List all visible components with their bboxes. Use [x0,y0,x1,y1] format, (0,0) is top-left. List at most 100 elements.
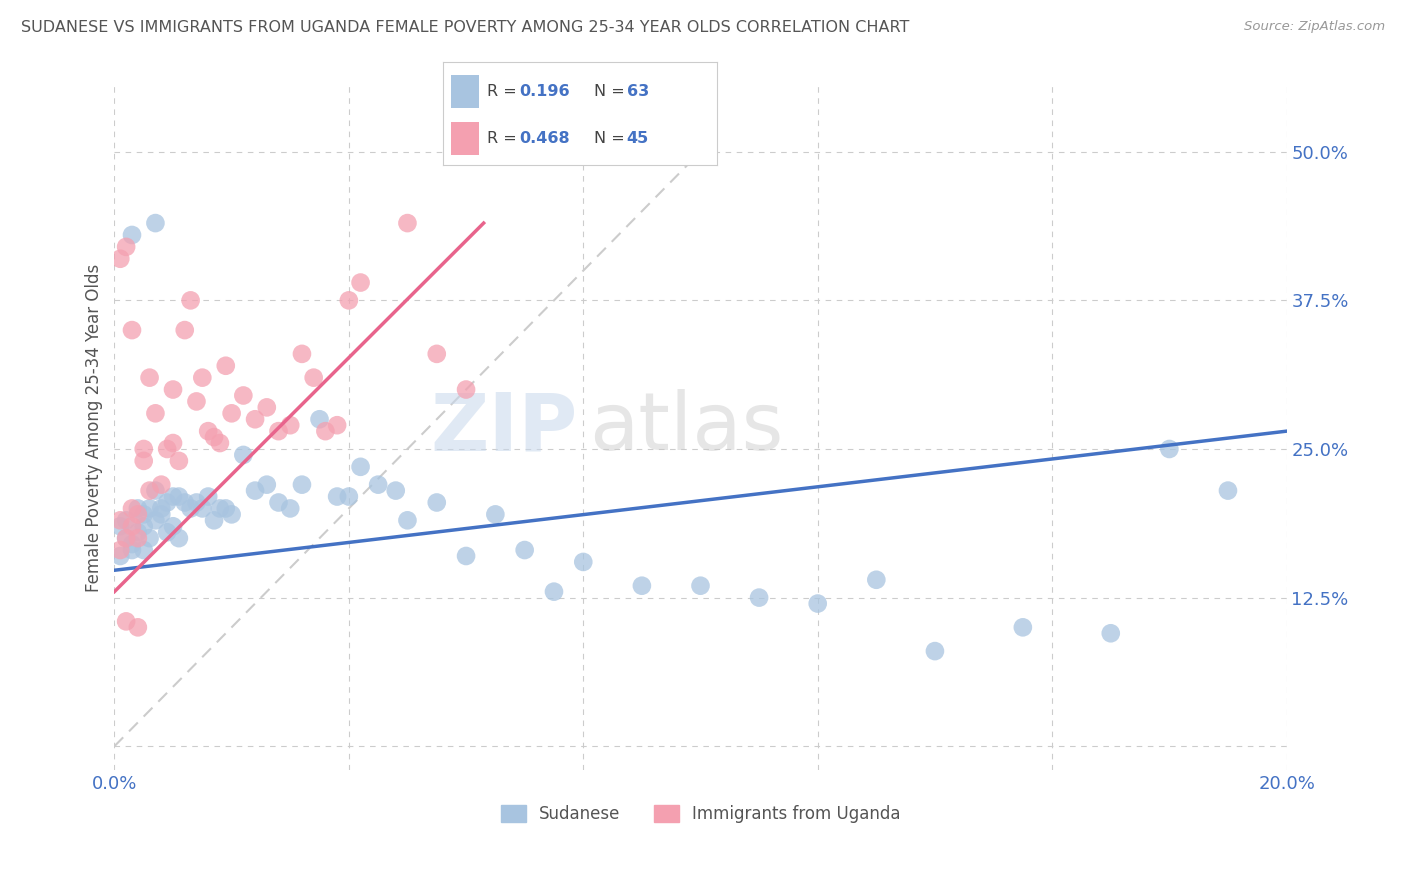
Point [689,579,711,593]
Text: R =: R = [486,84,522,99]
Point [256,477,278,491]
Point [232,388,254,402]
Point [337,490,360,504]
Point [1216,483,1239,498]
Point [127,620,149,634]
Text: R =: R = [486,131,522,146]
Point [162,436,184,450]
Point [138,370,160,384]
Point [162,383,184,397]
Point [110,519,132,533]
Point [1099,626,1122,640]
Point [337,293,360,308]
Point [243,483,266,498]
Point [115,240,138,254]
Point [121,227,143,242]
Point [256,401,278,415]
Point [454,549,477,563]
Point [180,293,202,308]
Point [156,495,179,509]
Point [202,513,225,527]
Point [197,490,219,504]
Point [278,418,301,433]
Point [167,454,190,468]
Point [110,543,132,558]
Point [349,276,371,290]
Point [513,543,536,558]
Point [232,448,254,462]
Point [326,418,349,433]
Text: atlas: atlas [589,389,783,467]
Point [110,549,132,563]
Point [748,591,770,605]
Text: 63: 63 [627,84,648,99]
Point [138,501,160,516]
Point [267,495,290,509]
Point [150,508,173,522]
Point [156,442,179,456]
Point [208,436,231,450]
Text: N =: N = [593,131,630,146]
Point [865,573,887,587]
Point [121,543,143,558]
Point [115,531,138,545]
Point [1011,620,1033,634]
Text: Source: ZipAtlas.com: Source: ZipAtlas.com [1244,20,1385,33]
Point [484,508,506,522]
Point [924,644,946,658]
Point [173,495,195,509]
Point [132,519,155,533]
Point [208,501,231,516]
Point [215,359,238,373]
Point [162,519,184,533]
Point [278,501,301,516]
Point [384,483,406,498]
Point [186,394,208,409]
Point [267,424,290,438]
Text: 45: 45 [627,131,648,146]
Point [572,555,595,569]
Text: 0.196: 0.196 [520,84,571,99]
Legend: Sudanese, Immigrants from Uganda: Sudanese, Immigrants from Uganda [501,805,900,823]
Point [145,406,167,420]
Point [1159,442,1181,456]
Point [127,525,149,540]
Point [132,543,155,558]
Point [145,513,167,527]
Point [454,383,477,397]
Point [110,513,132,527]
Text: ZIP: ZIP [430,389,578,467]
Point [202,430,225,444]
Point [167,531,190,545]
Point [291,477,314,491]
Point [127,501,149,516]
Point [167,490,190,504]
Point [132,508,155,522]
Bar [451,122,478,155]
Point [132,454,155,468]
Point [186,495,208,509]
Point [150,477,173,491]
Point [110,252,132,266]
Point [426,495,449,509]
Point [121,537,143,551]
Text: 0.468: 0.468 [520,131,571,146]
Point [191,501,214,516]
Y-axis label: Female Poverty Among 25-34 Year Olds: Female Poverty Among 25-34 Year Olds [86,264,103,592]
Point [326,490,349,504]
Point [145,216,167,230]
Point [121,501,143,516]
Point [631,579,654,593]
Point [121,519,143,533]
Point [138,531,160,545]
Text: SUDANESE VS IMMIGRANTS FROM UGANDA FEMALE POVERTY AMONG 25-34 YEAR OLDS CORRELAT: SUDANESE VS IMMIGRANTS FROM UGANDA FEMAL… [21,20,910,35]
Point [291,347,314,361]
Point [215,501,238,516]
Point [543,584,565,599]
Point [243,412,266,426]
Point [349,459,371,474]
Point [191,370,214,384]
Point [180,501,202,516]
Point [302,370,325,384]
Point [396,216,419,230]
